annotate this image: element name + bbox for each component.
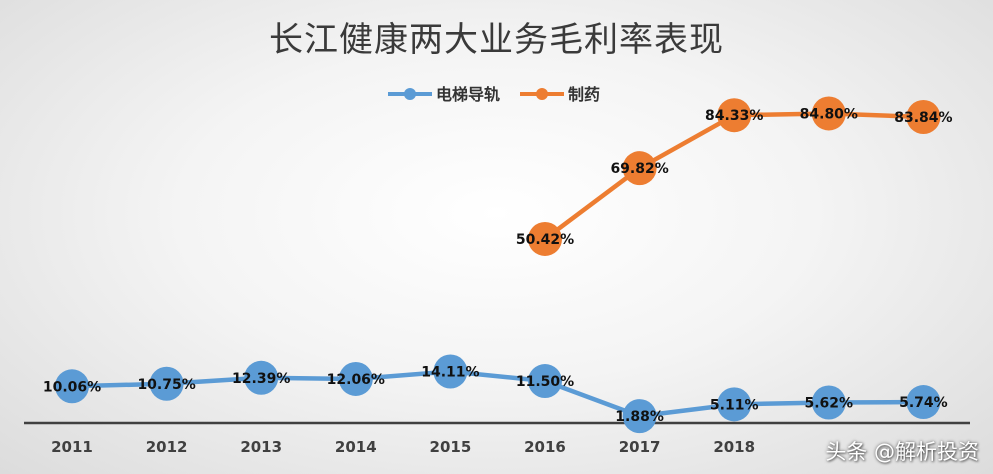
data-label: 1.88% [615,409,664,425]
data-point [149,366,184,401]
x-tick-label: 2018 [713,438,755,456]
data-point [338,361,373,396]
legend-label: 电梯导轨 [436,85,500,104]
x-tick-label: 2016 [524,438,566,456]
data-point [55,369,89,404]
x-tick-label: 2013 [240,438,282,456]
legend-marker [536,88,548,100]
data-point [528,221,562,256]
data-label: 84.33% [705,108,763,124]
data-point [906,385,941,420]
x-tick-label: 2017 [619,438,661,456]
data-label: 69.82% [610,161,668,177]
data-point [717,387,752,422]
data-label: 5.62% [805,395,854,411]
data-label: 5.74% [899,395,948,411]
series-line [543,111,924,241]
data-point [622,399,657,434]
data-label: 83.84% [894,110,952,126]
data-label: 12.06% [327,372,385,388]
data-label: 84.80% [800,106,858,122]
data-point [528,364,562,399]
series-line [71,369,924,419]
data-label: 50.42% [516,232,574,248]
data-point [244,360,279,395]
watermark: 头条 @解析投资 [825,440,979,464]
data-label: 10.75% [137,377,195,393]
x-tick-label: 2012 [146,438,188,456]
legend-marker [404,88,416,100]
x-tick-label: 2011 [51,438,93,456]
data-point [433,354,468,389]
data-point [622,151,657,186]
data-point [811,96,846,131]
x-tick-label: 2015 [430,438,472,456]
data-label: 12.39% [232,371,290,387]
data-point [811,385,846,420]
data-point [717,98,752,133]
data-label: 14.11% [421,364,479,380]
x-tick-label: 2014 [335,438,377,456]
legend-label: 制药 [568,85,600,104]
chart-title: 长江健康两大业务毛利率表现 [269,20,724,60]
data-point [906,99,941,134]
data-label: 5.11% [710,397,759,413]
data-label: 11.50% [516,374,574,390]
data-label: 10.06% [43,379,101,395]
